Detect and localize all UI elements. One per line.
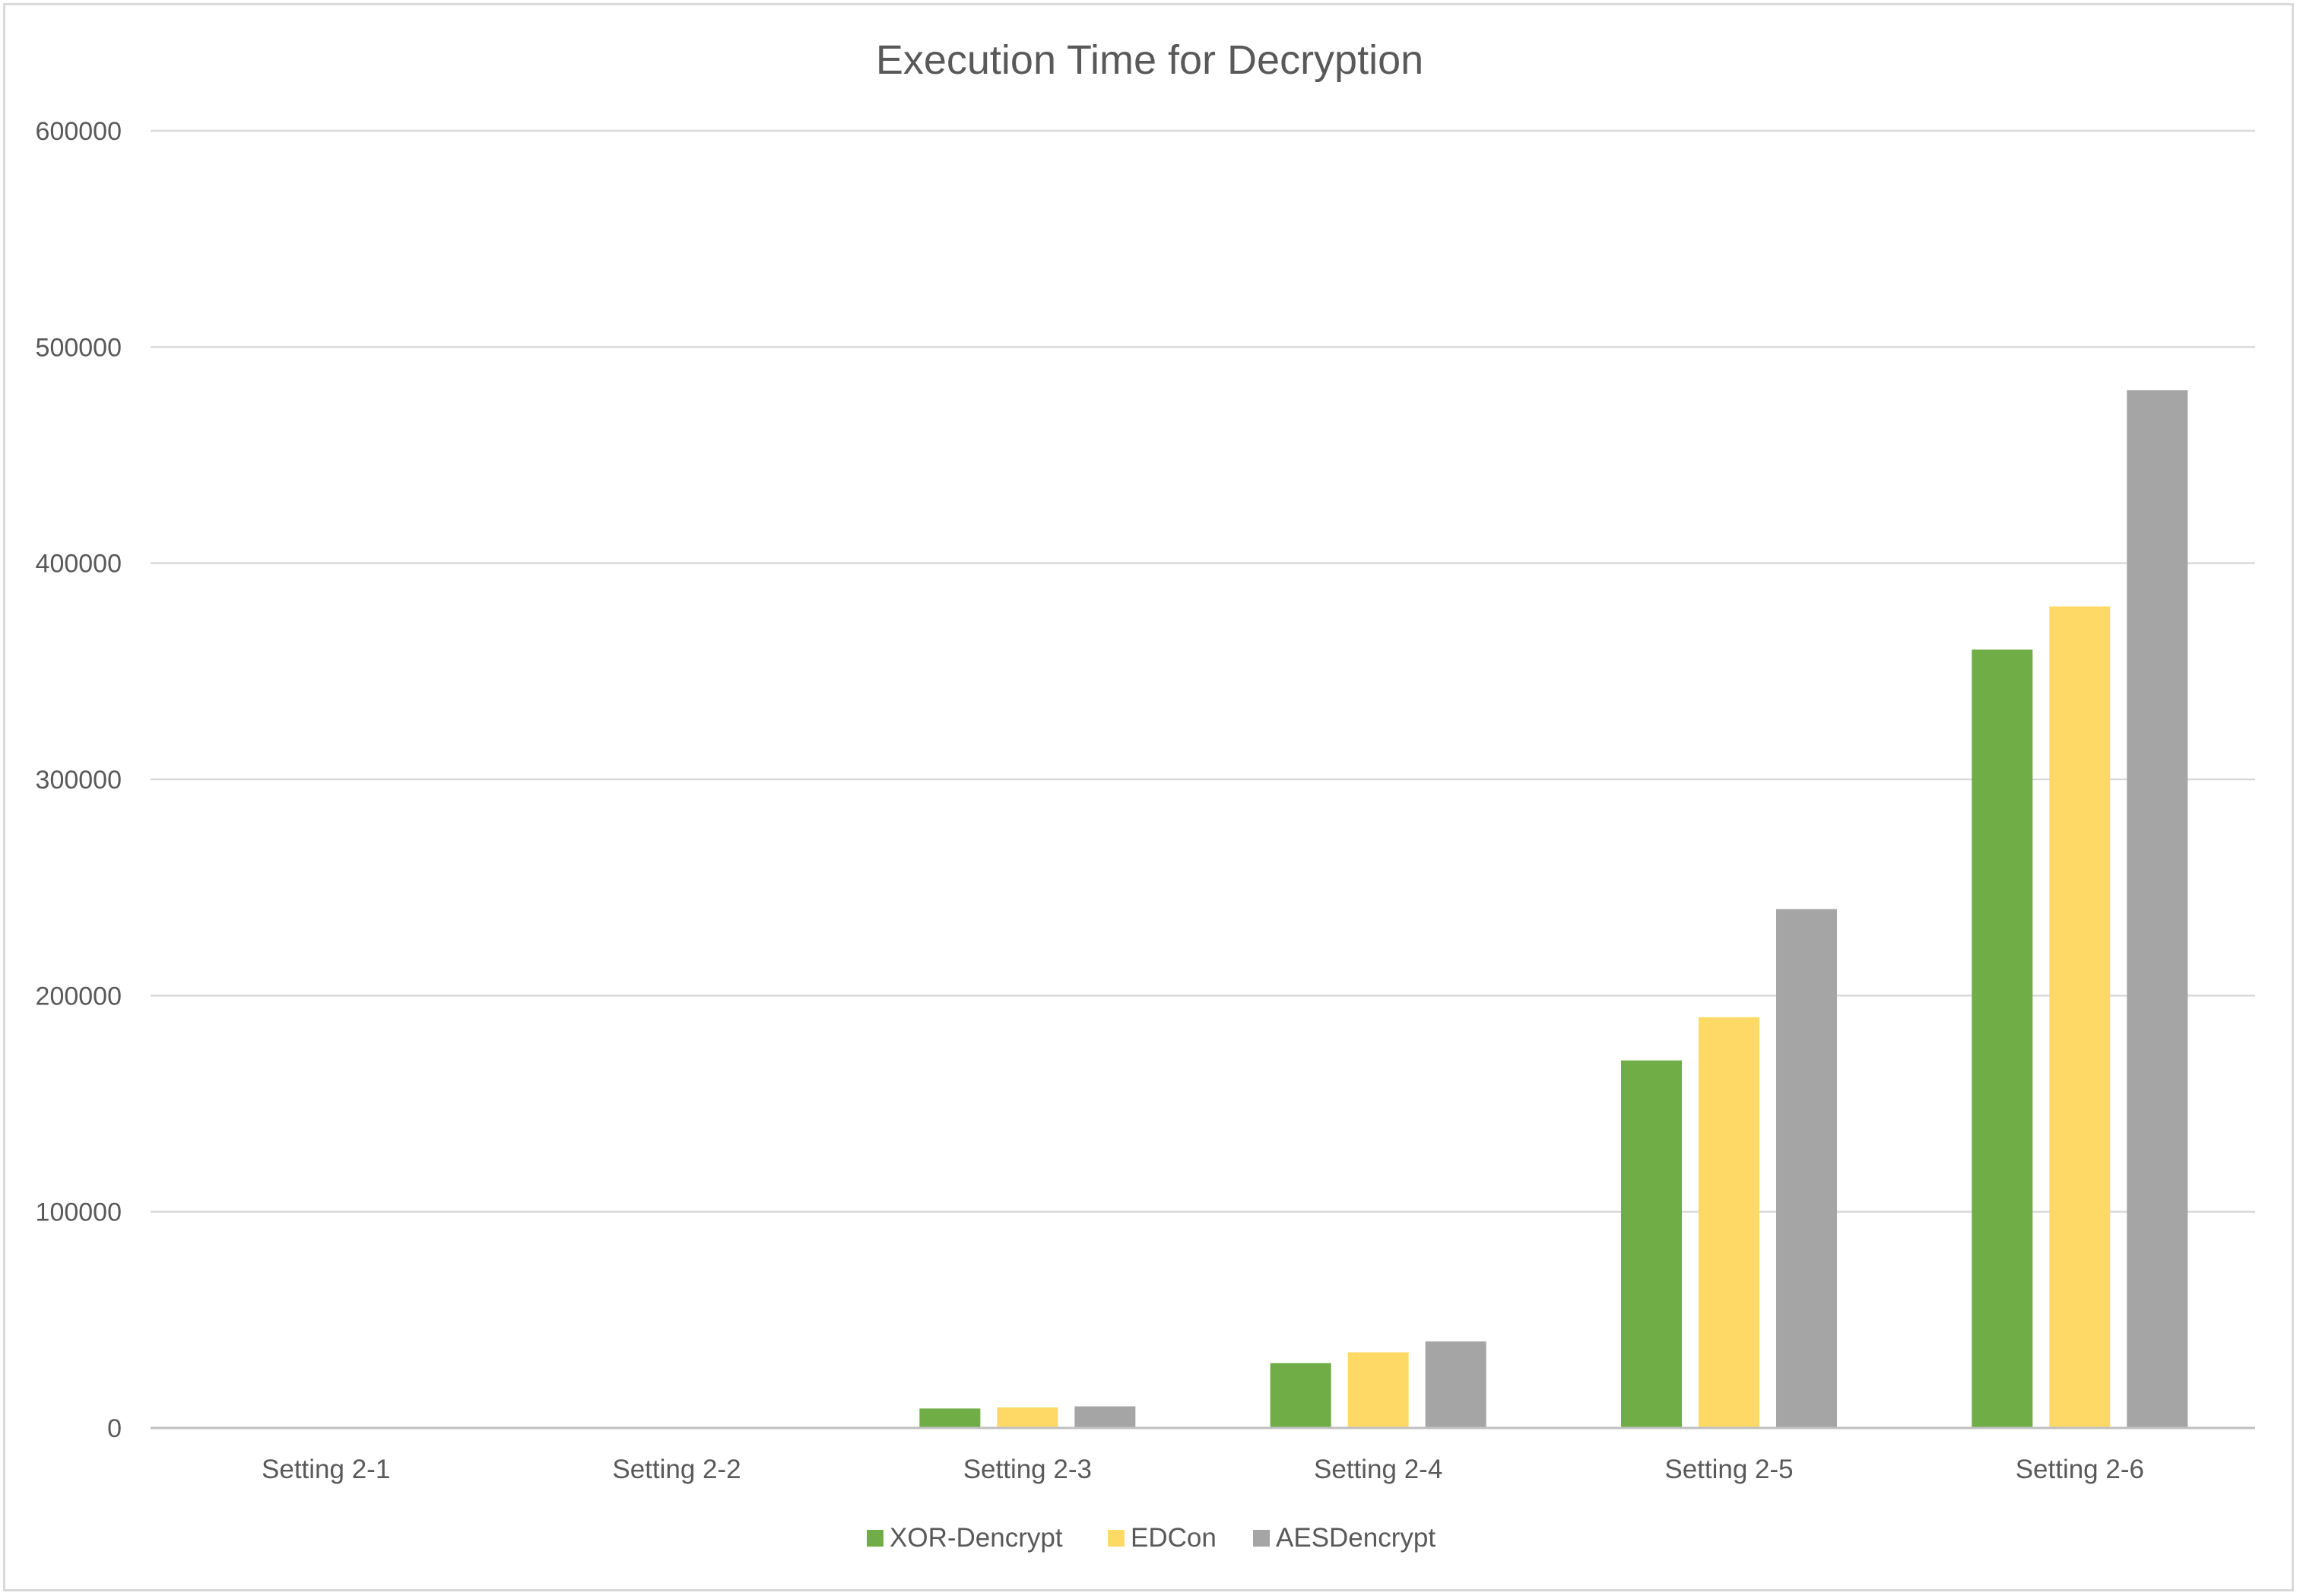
x-category-label: Setting 2-4 xyxy=(1314,1455,1442,1484)
chart-frame xyxy=(3,3,2294,1591)
bar-edcon xyxy=(1347,1352,1409,1428)
x-category-label: Setting 2-2 xyxy=(612,1455,741,1484)
x-category-label: Setting 2-5 xyxy=(1664,1455,1793,1484)
bar-edcon xyxy=(997,1407,1058,1428)
y-tick-label: 400000 xyxy=(36,550,122,579)
y-tick-label: 100000 xyxy=(36,1198,122,1227)
legend-swatch xyxy=(867,1530,884,1547)
chart-title: Execution Time for Decryption xyxy=(876,37,1423,83)
bar-aesdencrypt xyxy=(1074,1406,1136,1428)
x-axis-categories: Setting 2-1 Setting 2-2 Setting 2-3 Setting… xyxy=(262,1455,2144,1484)
bar-edcon xyxy=(2049,606,2111,1428)
y-axis-ticks: 0 100000 200000 300000 400000 500000 600000 xyxy=(36,117,122,1443)
legend-swatch xyxy=(1108,1530,1125,1547)
bar-xor-dencrypt xyxy=(1621,1060,1682,1428)
legend-label: EDCon xyxy=(1131,1523,1217,1553)
bar-xor-dencrypt xyxy=(1270,1363,1331,1428)
bar-xor-dencrypt xyxy=(1972,649,2033,1428)
x-category-label: Setting 2-1 xyxy=(262,1455,390,1484)
x-category-label: Setting 2-6 xyxy=(2016,1455,2144,1484)
y-tick-label: 500000 xyxy=(36,333,122,362)
y-tick-label: 300000 xyxy=(36,766,122,795)
bar-edcon xyxy=(1699,1017,1759,1428)
y-tick-label: 200000 xyxy=(36,982,122,1011)
gridlines xyxy=(151,129,2255,1213)
bar-aesdencrypt xyxy=(1425,1341,1486,1428)
y-tick-label: 600000 xyxy=(36,117,122,146)
legend-label: AESDencrypt xyxy=(1276,1523,1436,1553)
y-tick-label: 0 xyxy=(107,1414,122,1443)
bar-xor-dencrypt xyxy=(919,1408,981,1428)
x-category-label: Setting 2-3 xyxy=(963,1455,1092,1484)
legend-label: XOR-Dencrypt xyxy=(890,1523,1063,1553)
legend: XOR-Dencrypt EDCon AESDencrypt xyxy=(867,1523,1436,1553)
legend-swatch xyxy=(1253,1530,1270,1547)
bars xyxy=(919,390,2188,1429)
bar-aesdencrypt xyxy=(2127,390,2188,1429)
bar-aesdencrypt xyxy=(1776,909,1837,1428)
